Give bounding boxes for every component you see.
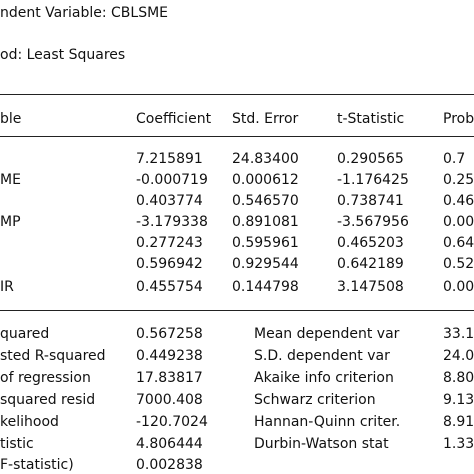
stat-label-2: Akaike info criterion	[254, 370, 394, 386]
row-coef: 0.596942	[136, 256, 203, 272]
row-t: 0.642189	[337, 256, 404, 272]
row-coef: 0.277243	[136, 235, 203, 251]
row-p: 0.00	[443, 214, 474, 230]
stat-label-2: Mean dependent var	[254, 326, 400, 342]
col-std-error: Std. Error	[232, 111, 299, 127]
stat-label: quared	[0, 326, 50, 342]
row-t: -1.176425	[337, 172, 409, 188]
row-t: 3.147508	[337, 279, 404, 295]
row-var: ME	[0, 172, 21, 188]
stat-value: 4.806444	[136, 436, 203, 452]
stat-value: 0.449238	[136, 348, 203, 364]
table-top-rule	[0, 94, 474, 95]
stat-value: 17.83817	[136, 370, 203, 386]
col-prob: Prob	[443, 111, 474, 127]
col-variable: ble	[0, 111, 22, 127]
row-t: 0.465203	[337, 235, 404, 251]
row-coef: 0.403774	[136, 193, 203, 209]
row-se: 0.144798	[232, 279, 299, 295]
row-se: 0.929544	[232, 256, 299, 272]
row-se: 24.83400	[232, 151, 299, 167]
row-p: 0.00	[443, 279, 474, 295]
row-coef: 7.215891	[136, 151, 203, 167]
estimation-method-label: od: Least Squares	[0, 47, 126, 63]
stat-value-2: 33.1	[443, 326, 474, 342]
stat-value-2: 24.0	[443, 348, 474, 364]
stat-label-2: S.D. dependent var	[254, 348, 390, 364]
stat-label: of regression	[0, 370, 91, 386]
dependent-variable-label: ndent Variable: CBLSME	[0, 5, 169, 21]
stat-value-2: 1.33	[443, 436, 474, 452]
row-coef: -0.000719	[136, 172, 208, 188]
row-p: 0.64	[443, 235, 474, 251]
stat-value: 0.567258	[136, 326, 203, 342]
row-se: 0.546570	[232, 193, 299, 209]
row-se: 0.000612	[232, 172, 299, 188]
stat-label: sted R-squared	[0, 348, 106, 364]
stat-value-2: 8.91	[443, 414, 474, 430]
stat-value: 0.002838	[136, 457, 203, 473]
stat-value: -120.7024	[136, 414, 208, 430]
stat-label-2: Hannan-Quinn criter.	[254, 414, 401, 430]
row-p: 0.7	[443, 151, 466, 167]
stat-value-2: 9.13	[443, 392, 474, 408]
row-p: 0.25	[443, 172, 474, 188]
row-t: -3.567956	[337, 214, 409, 230]
row-var: MP	[0, 214, 21, 230]
col-coefficient: Coefficient	[136, 111, 212, 127]
stat-value-2: 8.80	[443, 370, 474, 386]
header-rule	[0, 136, 474, 137]
row-coef: -3.179338	[136, 214, 208, 230]
stat-label: squared resid	[0, 392, 96, 408]
row-se: 0.891081	[232, 214, 299, 230]
stat-label: tistic	[0, 436, 34, 452]
stats-rule	[0, 310, 474, 311]
stat-label-2: Schwarz criterion	[254, 392, 376, 408]
row-p: 0.52	[443, 256, 474, 272]
row-se: 0.595961	[232, 235, 299, 251]
stat-label: F-statistic)	[0, 457, 74, 473]
row-t: 0.738741	[337, 193, 404, 209]
stat-value: 7000.408	[136, 392, 203, 408]
col-t-statistic: t-Statistic	[337, 111, 405, 127]
row-t: 0.290565	[337, 151, 404, 167]
row-coef: 0.455754	[136, 279, 203, 295]
row-p: 0.46	[443, 193, 474, 209]
stat-label: kelihood	[0, 414, 59, 430]
stat-label-2: Durbin-Watson stat	[254, 436, 389, 452]
row-var: IR	[0, 279, 14, 295]
